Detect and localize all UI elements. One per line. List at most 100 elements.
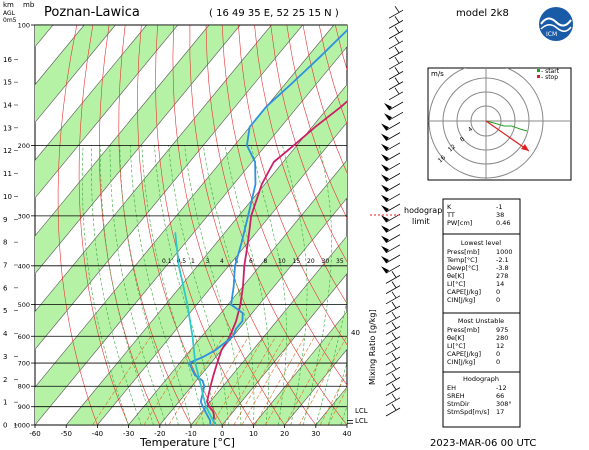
temp-tick-label: 10	[249, 430, 258, 438]
index-row-key: K	[447, 203, 452, 211]
wind-feather	[394, 36, 400, 44]
isotherm-line	[190, 235, 347, 425]
unstable-row-key: CIN[J/kg]	[447, 358, 475, 366]
dry-adiabat	[137, 25, 223, 425]
lowest-row-value: 0	[496, 288, 500, 296]
wind-flag	[381, 133, 389, 141]
isotherm-line	[35, 25, 335, 388]
wind-feather	[394, 77, 400, 84]
pressure-tick-label: 900	[18, 403, 30, 411]
unit-km: km	[3, 1, 14, 9]
pressure-tick-label: 800	[18, 383, 30, 391]
isotherm-line	[65, 84, 347, 425]
wind-barb	[388, 60, 404, 70]
wind-feather	[394, 46, 400, 54]
wind-barb	[385, 275, 401, 284]
wind-barb	[385, 346, 401, 356]
mixing-ratio-label: 0.5	[177, 258, 187, 265]
wind-barb	[385, 173, 401, 182]
temp-tick-label: -20	[154, 430, 165, 438]
moist-adiabat	[91, 145, 142, 425]
wind-feather	[391, 291, 397, 299]
wind-flag	[381, 154, 389, 161]
isotherm-line	[35, 25, 272, 313]
wind-barb	[385, 203, 401, 213]
dry-adiabat	[172, 25, 285, 425]
unstable-row-value: 280	[496, 334, 508, 342]
wind-barb	[388, 20, 404, 29]
dry-adiabat	[205, 25, 347, 425]
hodo-row-value: 308°	[496, 400, 512, 408]
pressure-tick-label: 400	[18, 262, 30, 270]
wind-feather	[391, 383, 397, 390]
isotherm-line	[221, 273, 347, 425]
wind-barb	[385, 305, 401, 315]
wind-barb	[388, 81, 404, 90]
wind-barb	[385, 254, 401, 264]
wind-flag	[381, 164, 389, 172]
hodo-ring-16: 16	[437, 154, 447, 164]
wind-flag	[381, 215, 389, 223]
moist-adiabat	[328, 361, 347, 425]
km-tick-label: 10	[3, 193, 12, 201]
lowest-row-value: -3.8	[496, 264, 509, 272]
temp-tick-label: -50	[60, 430, 71, 438]
wind-flag	[381, 205, 389, 212]
wind-flag	[381, 123, 389, 131]
hodo-ring-8: 8	[459, 136, 467, 144]
lowest-row-key: CAPE[J/kg]	[447, 288, 481, 296]
svg-text:ICM: ICM	[546, 31, 557, 38]
hodo-row-key: EH	[447, 384, 456, 392]
unit-agl: AGL	[3, 10, 16, 17]
mixing-ratio-label: 35	[336, 258, 344, 265]
wind-barb	[388, 9, 404, 19]
wind-barb	[388, 30, 404, 39]
wind-barb	[388, 40, 404, 50]
wind-barb	[388, 71, 404, 80]
isotherm-line	[35, 46, 347, 425]
wind-feather	[391, 281, 397, 288]
hodo-legend-start: - start	[541, 68, 560, 75]
km-tick-label: 16	[3, 56, 12, 64]
wind-barb	[385, 366, 401, 376]
isotherm-line	[35, 25, 116, 123]
wind-barb	[385, 387, 401, 396]
km-tick-label: 6	[3, 284, 8, 292]
wind-flag	[381, 143, 389, 151]
dry-adiabat	[270, 25, 347, 263]
logo: ICM	[539, 7, 573, 41]
wind-flag	[381, 194, 389, 202]
mixing-ratio-label: 30	[322, 258, 330, 265]
wind-barb	[385, 356, 401, 366]
pressure-tick-label: 100	[18, 22, 30, 30]
dry-adiabat	[98, 25, 161, 425]
lowest-row-key: Dewp[°C]	[447, 264, 478, 272]
dry-adiabat	[286, 25, 347, 219]
wind-barb	[385, 377, 401, 386]
temp-tick-label: -60	[29, 430, 40, 438]
km-tick-label: 13	[3, 124, 12, 132]
km-tick-label: 2	[3, 376, 7, 384]
wind-barb	[388, 101, 404, 111]
km-tick-label: 0	[3, 422, 7, 430]
mixing-ratio-label: 15	[293, 258, 301, 265]
wind-feather	[391, 332, 397, 339]
km-tick-label: 1	[3, 399, 7, 407]
wind-flag	[381, 174, 389, 182]
hodo-row-value: -12	[496, 384, 507, 392]
wind-barb	[388, 111, 404, 121]
x-axis-label: Temperature [°C]	[139, 436, 235, 449]
wind-feather	[394, 87, 400, 95]
temp-tick-label: -40	[92, 430, 103, 438]
hodo-ring-12: 12	[447, 143, 457, 153]
wind-barb	[385, 213, 401, 223]
unstable-row-key: θe[K]	[447, 334, 464, 342]
wind-barb	[385, 224, 401, 233]
wind-feather	[391, 271, 397, 278]
moist-adiabat	[250, 145, 287, 425]
wind-barb	[385, 122, 401, 131]
mixing-ratio-label: 8	[264, 258, 268, 265]
lowest-row-value: 14	[496, 280, 504, 288]
wind-feather	[394, 56, 400, 64]
